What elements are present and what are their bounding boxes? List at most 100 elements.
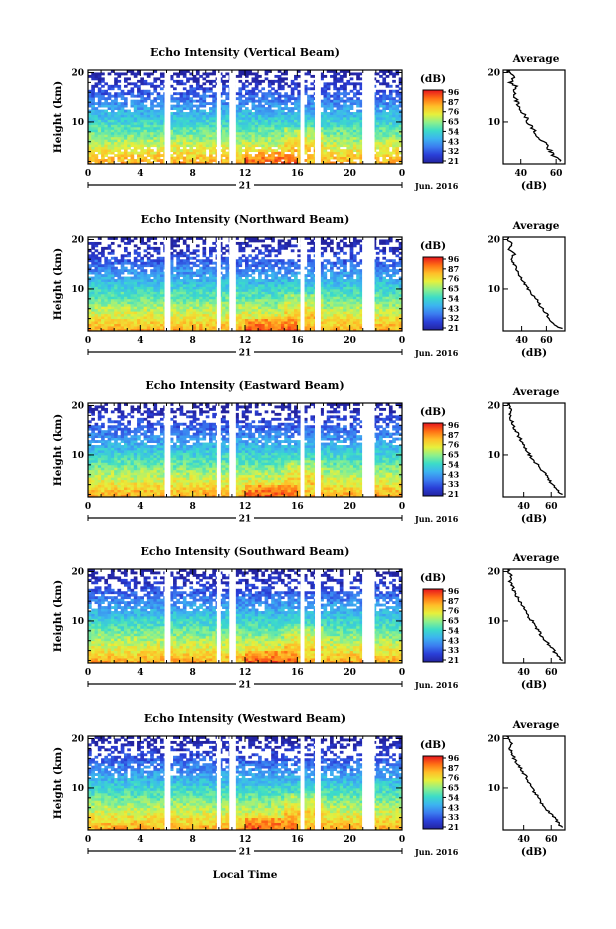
profile-title: Average (512, 552, 560, 564)
date-label: Jun. 2016 (414, 348, 459, 358)
data-gap (314, 569, 321, 663)
x-tick-label: 8 (190, 502, 196, 512)
colorbar-tick-label: 96 (448, 87, 460, 97)
colorbar-tick-label: 87 (448, 97, 459, 107)
x-tick-label: 8 (190, 169, 196, 179)
panel-3: Echo Intensity (Eastward Beam) 10 20 Height… (52, 379, 566, 525)
data-gap (300, 569, 305, 663)
heatmap-cells (88, 70, 403, 165)
day-label: 21 (239, 182, 252, 192)
colorbar-tick-label: 76 (448, 274, 460, 284)
colorbar-tick-label: 96 (448, 586, 460, 596)
y-tick-label: 10 (71, 784, 84, 794)
data-gap (229, 403, 236, 497)
colorbar-tick-label: 54 (448, 792, 460, 802)
profile-x-tick-label: 40 (517, 835, 530, 845)
x-tick-label: 0 (85, 668, 91, 678)
profile-y-tick-label: 20 (487, 567, 500, 577)
colorbar-tick-label: 54 (448, 459, 460, 469)
panel-5: Echo Intensity (Westward Beam) 10 20 Height… (52, 712, 566, 858)
profile-line (507, 569, 563, 662)
profile-x-tick-label: 60 (550, 169, 563, 179)
x-tick-label: 0 (85, 336, 91, 346)
colorbar (422, 422, 444, 497)
x-tick-label: 0 (85, 835, 91, 845)
profile-x-tick-label: 40 (517, 668, 530, 678)
profile-y-tick-label: 20 (487, 401, 500, 411)
colorbar-tick-label: 76 (448, 606, 460, 616)
profile-title: Average (512, 220, 560, 232)
profile-y-tick-label: 10 (487, 784, 500, 794)
colorbar-tick-label: 76 (448, 773, 460, 783)
x-tick-label: 0 (399, 169, 405, 179)
panel-1: Echo Intensity (Vertical Beam) 10 20 Height… (52, 46, 566, 192)
data-gap (314, 403, 321, 497)
x-tick-label: 16 (291, 835, 304, 845)
data-gap (362, 403, 375, 497)
colorbar-tick-label: 43 (448, 635, 460, 645)
heatmap-title: Echo Intensity (Eastward Beam) (145, 379, 344, 392)
colorbar-tick-label: 21 (448, 655, 459, 665)
x-tick-label: 20 (343, 169, 356, 179)
x-axis-label: Local Time (213, 869, 278, 881)
colorbar-tick-label: 87 (448, 596, 459, 606)
data-gap (300, 736, 305, 830)
y-axis-label: Height (km) (52, 414, 64, 486)
colorbar-unit: (dB) (420, 739, 446, 751)
profile-line (506, 403, 563, 496)
date-label: Jun. 2016 (414, 680, 459, 690)
y-axis-label: Height (km) (52, 81, 64, 153)
data-gap (300, 403, 305, 497)
day-label: 21 (239, 349, 252, 359)
date-label: Jun. 2016 (414, 847, 459, 857)
x-tick-label: 0 (85, 169, 91, 179)
colorbar-tick-label: 21 (448, 489, 459, 499)
data-gap (314, 70, 321, 164)
data-gap (362, 569, 375, 663)
data-gap (300, 237, 305, 331)
y-tick-label: 20 (71, 401, 84, 411)
data-gap (362, 736, 375, 830)
x-tick-label: 4 (137, 336, 143, 346)
x-tick-label: 20 (343, 336, 356, 346)
colorbar-tick-label: 54 (448, 293, 460, 303)
profile-x-tick-label: 40 (515, 336, 528, 346)
colorbar (422, 588, 444, 663)
x-tick-label: 12 (239, 336, 252, 346)
data-gap (216, 70, 221, 164)
x-tick-label: 16 (291, 169, 304, 179)
date-label: Jun. 2016 (414, 181, 459, 191)
colorbar-tick-label: 32 (448, 313, 459, 323)
x-tick-label: 4 (137, 169, 143, 179)
data-gap (362, 70, 375, 164)
x-tick-label: 16 (291, 502, 304, 512)
colorbar-tick-label: 33 (448, 479, 460, 489)
data-gap (164, 70, 171, 164)
profile-title: Average (512, 386, 560, 398)
x-tick-label: 4 (137, 502, 143, 512)
y-tick-label: 20 (71, 235, 84, 245)
colorbar-tick-label: 96 (448, 420, 460, 430)
data-gap (229, 70, 236, 164)
colorbar (422, 256, 444, 331)
profile-y-tick-label: 20 (487, 235, 500, 245)
colorbar-tick-label: 54 (448, 126, 460, 136)
colorbar-tick-label: 65 (448, 117, 459, 127)
x-tick-label: 0 (399, 835, 405, 845)
profile-x-tick-label: 40 (517, 502, 530, 512)
heatmap-title: Echo Intensity (Northward Beam) (141, 213, 350, 226)
profile-unit: (dB) (521, 846, 547, 858)
colorbar-tick-label: 65 (448, 616, 459, 626)
profile-line (506, 237, 563, 330)
x-tick-label: 0 (85, 502, 91, 512)
colorbar-tick-label: 21 (448, 323, 459, 333)
x-tick-label: 20 (343, 668, 356, 678)
x-tick-label: 12 (239, 169, 252, 179)
colorbar-tick-label: 54 (448, 625, 460, 635)
x-tick-label: 8 (190, 668, 196, 678)
heatmap-title: Echo Intensity (Westward Beam) (144, 712, 346, 725)
x-tick-label: 8 (190, 835, 196, 845)
profile-frame (502, 735, 566, 831)
profile-x-tick-label: 60 (540, 336, 553, 346)
y-tick-label: 10 (71, 451, 84, 461)
